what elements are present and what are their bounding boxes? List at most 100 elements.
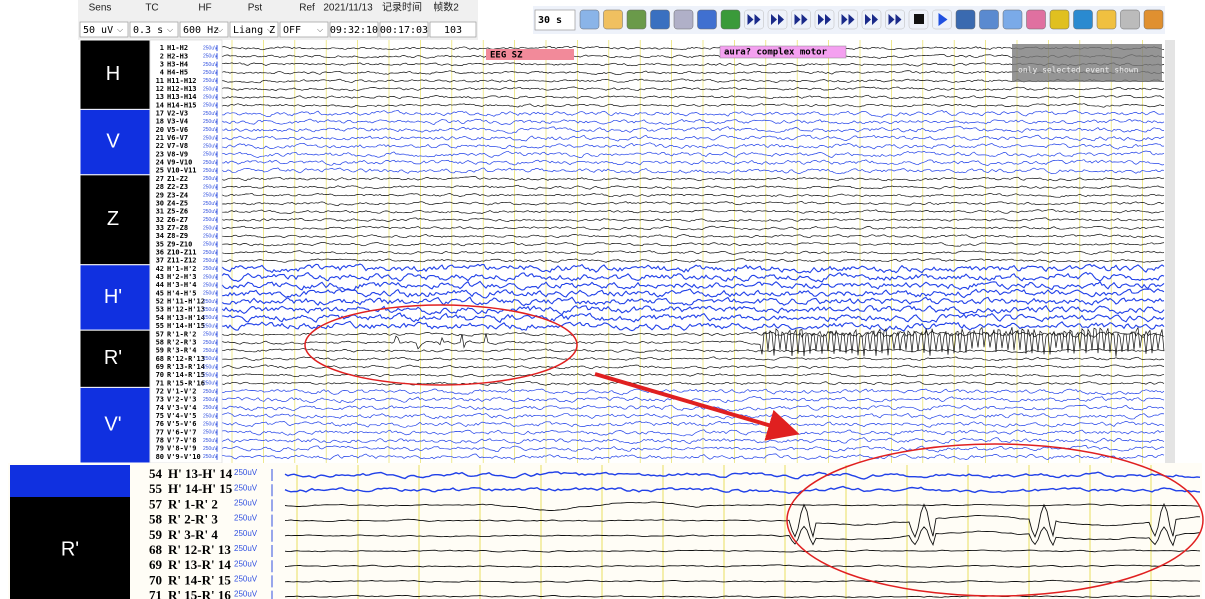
channel-name: R' 3-R' 4 [168,527,218,542]
channel-name: V'3-V'4 [167,404,197,412]
channel-name: V8-V9 [167,150,188,158]
toolbar-button[interactable] [1050,10,1069,29]
channel-name: Z11-Z12 [167,257,197,265]
channel-number: 27 [156,175,164,183]
channel-name: H12-H13 [167,85,197,93]
channel-name: H' 14-H' 15 [168,481,233,496]
setting-value: 50 uV [83,25,113,36]
channel-scale: 250uV [203,258,218,264]
toolbar-button[interactable] [1097,10,1116,29]
channel-name: H13-H14 [167,93,197,101]
column-header: 帧数2 [433,1,459,14]
channel-scale: 250uV [203,250,218,256]
toolbar-button[interactable] [1003,10,1022,29]
channel-number: 42 [156,265,164,273]
toolbar-button[interactable] [956,10,975,29]
channel-name: R' 13-R' 14 [168,557,231,572]
channel-scale: 250uV [203,397,218,403]
channel-number: 31 [156,208,164,216]
channel-number: 30 [156,199,164,207]
channel-name: H2-H3 [167,52,188,60]
channel-scale: 250uV [203,54,218,60]
channel-number: 44 [156,281,164,289]
toolbar-button[interactable] [651,10,670,29]
channel-name: Z8-Z9 [167,232,188,240]
channel-name: R' 15-R' 16 [168,588,231,599]
page-length: 30 s [538,15,562,26]
channel-scale: 250uV [203,94,218,100]
toolbar-button[interactable] [1027,10,1046,29]
annotation: EEG SZ [490,51,523,61]
channel-name: V'8-V'9 [167,445,197,453]
channel-name: H14-H15 [167,101,197,109]
channel-number: 14 [156,101,164,109]
channel-name: Z9-Z10 [167,240,192,248]
channel-name: R'13-R'14 [167,363,205,371]
toolbar-button[interactable] [721,10,740,29]
channel-number: 79 [156,445,164,453]
channel-scale: 250uV [203,111,218,117]
channel-name: H'3-H'4 [167,281,197,289]
toolbar-button[interactable] [698,10,717,29]
channel-number: 29 [156,191,164,199]
channel-number: 77 [156,428,164,436]
channel-name: R'1-R'2 [167,330,197,338]
channel-number: 57 [156,330,164,338]
channel-scale: 250uV [203,45,218,51]
channel-name: V6-V7 [167,134,188,142]
channel-scale: 250uV [203,389,218,395]
channel-name: Z7-Z8 [167,224,188,232]
dropdown-arrow: ⌵ [317,25,323,34]
channel-number: 2 [160,52,164,60]
toolbar-button[interactable] [1074,10,1093,29]
channel-name: V'7-V'8 [167,437,197,445]
toolbar-button[interactable] [1121,10,1140,29]
channel-number: 70 [156,371,164,379]
channel-scale: 250uV [203,291,218,297]
setting-value: 0.3 s [133,25,163,36]
channel-scale: 250uV [203,62,218,68]
channel-number: 70 [149,572,162,587]
channel-name: Z6-Z7 [167,216,188,224]
channel-scale: 250uV [203,78,218,84]
channel-name: R' 1-R' 2 [168,496,218,511]
channel-scale: 250uV [203,356,218,362]
channel-scale: 250uV [203,193,218,199]
channel-scale: 250uV [203,348,218,354]
column-header: HF [198,3,211,14]
annotation: aura? complex motor [724,48,828,58]
channel-scale: 250uV [203,422,218,428]
channel-number: 32 [156,216,164,224]
channel-number: 11 [156,77,164,85]
channel-scale: 250uV [203,242,218,248]
channel-scale: 250uV [203,201,218,207]
toolbar-icons: 30 s [533,6,1165,34]
group-label: Z [107,208,119,230]
channel-scale: 250uV [203,413,218,419]
column-header: Sens [89,3,112,14]
setting-value: 600 Hz [183,25,219,36]
column-header: Pst [248,3,263,14]
channel-name: V7-V8 [167,142,188,150]
toolbar-button[interactable] [674,10,693,29]
toolbar-button[interactable] [627,10,646,29]
setting-value: 00:17:03 [380,25,428,36]
channel-name: V10-V11 [167,167,197,175]
channel-name: V3-V4 [167,118,188,126]
channel-number: 75 [156,412,164,420]
channel-scale: 250uV [203,323,218,329]
channel-number: 72 [156,388,164,396]
channel-scale: 250uV [203,274,218,280]
group-label: V [106,130,120,152]
channel-number: 18 [156,118,164,126]
toolbar-button[interactable] [980,10,999,29]
channel-scale: 250uV [203,364,218,370]
channel-scale: 250uV [203,454,218,460]
channel-scale: 250uV [203,184,218,190]
channel-number: 23 [156,150,164,158]
toolbar-button[interactable] [604,10,623,29]
toolbar-button[interactable] [580,10,599,29]
channel-number: 43 [156,273,164,281]
inset-group-label: R' [61,538,79,560]
toolbar-button[interactable] [1144,10,1163,29]
